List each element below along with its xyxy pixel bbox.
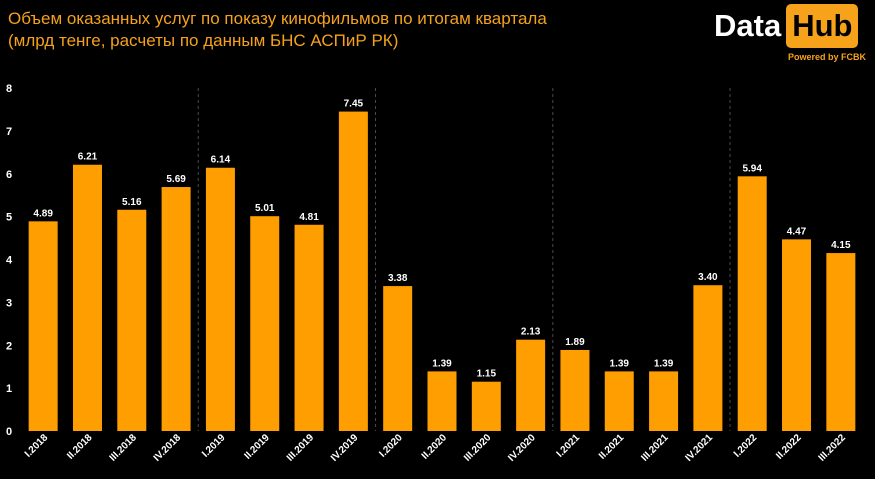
bar xyxy=(516,339,546,431)
bar-value-label: 4.15 xyxy=(831,240,851,251)
x-category-label: III.2018 xyxy=(108,432,140,464)
datahub-logo: Data Hub Powered by FCBK xyxy=(708,3,868,67)
x-category-label: III.2019 xyxy=(285,432,317,464)
bar xyxy=(383,286,413,431)
x-category-label: III.2021 xyxy=(639,432,671,464)
x-category-label: IV.2021 xyxy=(684,432,716,464)
x-category-label: II.2018 xyxy=(65,432,95,462)
bar xyxy=(427,371,457,431)
x-category-label: II.2022 xyxy=(774,432,804,462)
bar-value-label: 3.40 xyxy=(698,272,718,283)
bar-value-label: 5.94 xyxy=(742,163,762,174)
y-tick-label: 2 xyxy=(6,340,12,352)
bar xyxy=(560,349,590,431)
logo-wordmark: Data Hub xyxy=(708,3,859,49)
bar xyxy=(250,216,280,431)
x-category-label: I.2022 xyxy=(732,432,760,460)
x-category-label: IV.2018 xyxy=(152,432,184,464)
x-category-label: II.2020 xyxy=(420,432,450,462)
bar xyxy=(782,239,812,431)
x-category-label: II.2021 xyxy=(597,432,627,462)
bar xyxy=(294,224,324,431)
logo-data-text: Data xyxy=(714,8,782,43)
bar-value-label: 1.15 xyxy=(477,369,497,380)
bar-value-label: 5.16 xyxy=(122,197,142,208)
bar-value-label: 1.39 xyxy=(610,358,630,369)
bar xyxy=(117,209,147,431)
bar-value-label: 2.13 xyxy=(521,327,541,338)
bar xyxy=(72,164,102,431)
x-category-label: IV.2019 xyxy=(329,432,361,464)
bar xyxy=(737,176,767,431)
chart-title-line-2: (млрд тенге, расчеты по данным БНС АСПиР… xyxy=(8,31,399,50)
bar-value-label: 3.38 xyxy=(388,273,408,284)
x-category-label: I.2018 xyxy=(23,432,51,460)
y-tick-label: 4 xyxy=(6,255,13,267)
x-category-label: I.2020 xyxy=(377,432,405,460)
bar xyxy=(161,187,191,431)
x-category-label: I.2019 xyxy=(200,432,228,460)
bar xyxy=(338,111,368,432)
x-category-label: III.2022 xyxy=(817,432,849,464)
bar-value-label: 6.21 xyxy=(78,152,98,163)
bar-value-label: 1.89 xyxy=(565,337,585,348)
logo-powered-by: Powered by FCBK xyxy=(787,52,866,62)
x-category-label: I.2021 xyxy=(555,432,583,460)
bar-value-label: 1.39 xyxy=(654,358,674,369)
bar xyxy=(471,381,501,431)
bar-value-label: 4.89 xyxy=(33,208,53,219)
bar-value-label: 6.14 xyxy=(211,155,231,166)
y-tick-label: 5 xyxy=(6,212,12,224)
bar xyxy=(28,221,58,431)
x-category-label: III.2020 xyxy=(462,432,494,464)
y-tick-label: 0 xyxy=(6,426,12,438)
y-tick-label: 7 xyxy=(6,126,12,138)
x-category-label: II.2019 xyxy=(242,432,272,462)
chart-title-line-1: Объем оказанных услуг по показу кинофиль… xyxy=(8,9,547,28)
bar-value-label: 5.69 xyxy=(166,174,186,185)
bar-value-label: 1.39 xyxy=(432,358,452,369)
y-tick-label: 6 xyxy=(6,169,12,181)
bar xyxy=(826,253,856,431)
bar-value-label: 4.81 xyxy=(299,212,319,223)
bar xyxy=(604,371,634,431)
bar-value-label: 4.47 xyxy=(787,226,807,237)
bar xyxy=(693,285,723,431)
bar-value-label: 7.45 xyxy=(344,99,364,110)
y-tick-label: 3 xyxy=(6,297,12,309)
bar xyxy=(649,371,679,431)
x-category-label: IV.2020 xyxy=(506,432,538,464)
y-tick-label: 8 xyxy=(6,83,12,95)
logo-hub-badge: Hub xyxy=(786,4,859,48)
bar-value-label: 5.01 xyxy=(255,203,275,214)
chart-title: Объем оказанных услуг по показу кинофиль… xyxy=(8,8,698,52)
bar xyxy=(205,167,235,431)
y-tick-label: 1 xyxy=(6,383,12,395)
